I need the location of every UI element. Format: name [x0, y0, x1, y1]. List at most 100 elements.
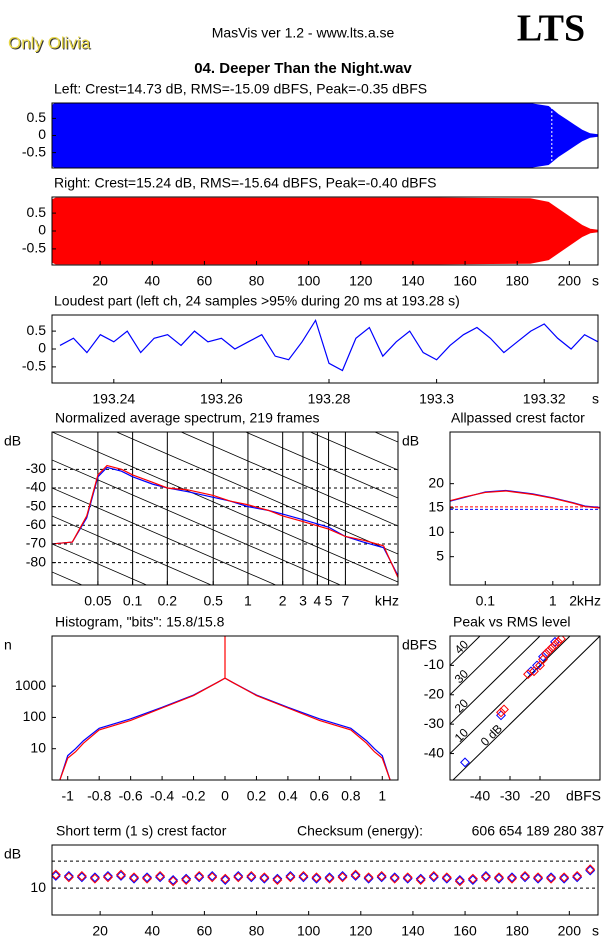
y-tick-label: -0.5 — [22, 143, 46, 159]
y-tick-label: -0.5 — [22, 240, 46, 256]
x-tick-label: 60 — [197, 923, 213, 939]
point — [298, 872, 309, 883]
x-tick-label: 193.28 — [308, 391, 351, 407]
point — [520, 871, 530, 881]
plot-area — [450, 489, 600, 510]
diagonal-line — [450, 636, 541, 725]
x-tick-label: 1 — [244, 593, 252, 609]
x-axis-label: dBFS — [566, 788, 601, 804]
point — [460, 757, 470, 768]
point — [556, 636, 566, 644]
panel-title: Allpassed crest factor — [451, 410, 585, 426]
point — [507, 872, 517, 883]
curve — [450, 490, 600, 509]
y-axis-label: dB — [4, 433, 21, 449]
point — [116, 871, 126, 881]
point — [363, 873, 374, 884]
point — [285, 872, 296, 883]
point — [194, 872, 205, 883]
annotation: Checksum (energy): — [297, 823, 423, 839]
point — [285, 871, 296, 881]
point — [181, 875, 192, 885]
x-tick-label: 100 — [297, 273, 321, 289]
slope-line — [52, 459, 342, 585]
slope-line — [52, 515, 213, 585]
x-tick-label: 1 — [378, 788, 386, 804]
point — [559, 872, 570, 883]
x-tick-label: -40 — [470, 788, 490, 804]
point — [428, 871, 439, 881]
x-tick-label: -1 — [62, 788, 75, 804]
x-tick-label: 193.3 — [419, 391, 454, 407]
x-tick-label: 180 — [506, 273, 530, 289]
slope-line — [309, 432, 398, 471]
x-tick-label: 0.6 — [310, 788, 330, 804]
x-tick-label: 0.1 — [476, 593, 496, 609]
point — [233, 872, 244, 883]
point — [246, 871, 257, 881]
point — [454, 876, 465, 887]
diagonal-label: 10 — [452, 725, 472, 745]
slope-line — [52, 740, 398, 890]
panel-title: Loudest part (left ch, 24 samples >95% d… — [54, 293, 460, 309]
diagonal-line — [450, 636, 571, 754]
y-tick-label: -30 — [26, 460, 46, 476]
frame — [51, 844, 599, 916]
point — [496, 710, 506, 721]
x-axis-label: s — [592, 923, 599, 939]
point — [155, 871, 166, 881]
x-tick-label: 0.05 — [84, 593, 111, 609]
y-tick-label: 10 — [30, 879, 46, 895]
point — [533, 872, 543, 883]
frame — [449, 431, 601, 586]
x-tick-label: -20 — [530, 788, 550, 804]
point — [538, 651, 548, 662]
panel-title: Short term (1 s) crest factor — [56, 823, 227, 839]
point — [63, 872, 74, 883]
y-axis-label: dB — [402, 433, 419, 449]
plot-area — [59, 318, 598, 372]
point — [194, 871, 205, 881]
point — [142, 872, 153, 883]
point — [207, 872, 218, 883]
point — [324, 873, 335, 884]
y-tick-label: -0.5 — [22, 358, 46, 374]
x-tick-label: 0.2 — [158, 593, 178, 609]
x-tick-label: 2 — [279, 593, 287, 609]
x-axis-label: s — [592, 273, 599, 289]
point — [311, 873, 322, 884]
diagonal-line — [450, 636, 511, 696]
y-tick-label: 5 — [436, 547, 444, 563]
x-tick-label: 60 — [197, 273, 213, 289]
point — [350, 871, 361, 881]
x-tick-label: 0.8 — [341, 788, 361, 804]
frame — [51, 635, 399, 781]
x-tick-label: 200 — [558, 923, 582, 939]
y-axis-label: dB — [4, 846, 21, 862]
badge: Only Olivia — [8, 33, 91, 52]
y-tick-label: 0.5 — [27, 322, 47, 338]
point — [116, 869, 126, 880]
x-tick-label: -30 — [500, 788, 520, 804]
point — [350, 869, 361, 880]
app-title: MasVis ver 1.2 - www.lts.a.se — [212, 25, 395, 41]
point — [259, 873, 270, 884]
x-tick-label: 193.26 — [200, 391, 243, 407]
point — [155, 872, 166, 883]
curve — [59, 677, 391, 780]
plot-area: 0 dB 10 20 30 40 — [450, 636, 600, 780]
point — [76, 871, 87, 881]
diagonal-label: 0 dB — [478, 722, 505, 749]
point — [546, 872, 557, 883]
slope-line — [52, 684, 398, 834]
point — [553, 636, 563, 647]
point — [546, 873, 557, 884]
point — [246, 872, 257, 883]
point — [585, 864, 596, 875]
point — [89, 873, 100, 884]
diagonal-label: 30 — [452, 667, 472, 687]
point — [480, 872, 491, 883]
point — [550, 639, 560, 650]
x-tick-label: -0.8 — [87, 788, 111, 804]
diagonal-line — [452, 636, 600, 780]
